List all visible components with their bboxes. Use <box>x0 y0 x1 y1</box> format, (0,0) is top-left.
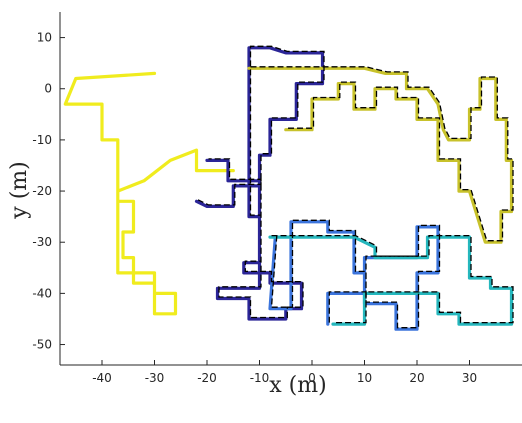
trajectory-overlay-5 <box>250 66 514 242</box>
x-tick-label: -10 <box>250 371 270 385</box>
y-axis-label: y (m) <box>7 161 32 219</box>
axes <box>59 12 522 366</box>
x-tick-label: 20 <box>409 371 424 385</box>
y-tick-label: -10 <box>32 133 52 147</box>
trajectory-overlay-4 <box>271 234 514 324</box>
tick-layer: -40 -30 -20 -10 0 10 20 30 -50 -40 -30 -20 -10 0 10 <box>32 31 477 385</box>
trajectory-overlay-2 <box>197 45 325 319</box>
x-axis-label: x (m) <box>269 373 326 398</box>
x-tick-label: 30 <box>462 371 477 385</box>
trajectory-series-4 <box>268 235 514 326</box>
trajectory-layer <box>63 45 514 331</box>
y-tick-label: -40 <box>32 286 52 300</box>
y-tick-label: 0 <box>44 82 52 96</box>
y-tick-label: 10 <box>37 31 52 45</box>
x-tick-label: 10 <box>357 371 372 385</box>
trajectory-series-2 <box>194 46 325 321</box>
x-tick-label: -40 <box>92 371 112 385</box>
x-tick-label: -20 <box>197 371 217 385</box>
trajectory-series-5 <box>247 66 514 244</box>
x-tick-label: 0 <box>308 371 316 385</box>
y-tick-label: -20 <box>32 184 52 198</box>
trajectory-series-1 <box>63 71 235 316</box>
trajectory-overlay-3 <box>270 219 441 329</box>
x-tick-label: -30 <box>145 371 165 385</box>
y-tick-label: -30 <box>32 235 52 249</box>
y-tick-label: -50 <box>32 338 52 352</box>
